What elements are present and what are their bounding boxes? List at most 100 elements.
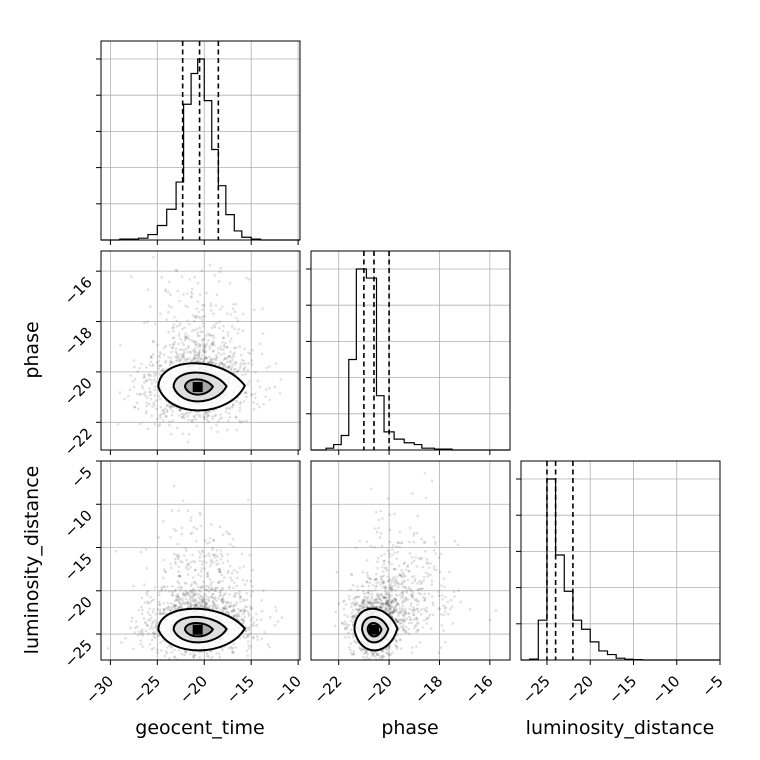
- histogram-luminosity_distance: [521, 478, 720, 661]
- scatter-point: [377, 594, 381, 598]
- scatter-point: [168, 363, 172, 367]
- scatter-point: [376, 653, 379, 657]
- scatter-point: [385, 586, 388, 590]
- scatter-point: [188, 411, 191, 415]
- scatter-point: [218, 308, 222, 311]
- scatter-point: [123, 397, 126, 401]
- panel-frame: [100, 40, 301, 241]
- scatter-point: [357, 595, 360, 599]
- scatter-point: [418, 641, 422, 644]
- scatter-point: [167, 644, 171, 647]
- scatter-point: [224, 604, 228, 607]
- scatter-point: [174, 588, 178, 592]
- scatter-point: [352, 614, 355, 618]
- scatter-point: [232, 615, 236, 619]
- scatter-point: [400, 541, 404, 545]
- scatter-point: [172, 315, 176, 319]
- scatter-point: [150, 382, 154, 385]
- scatter-point: [138, 393, 142, 396]
- scatter-point: [385, 648, 389, 652]
- scatter-point: [377, 526, 380, 530]
- scatter-point: [425, 610, 429, 613]
- scatter-point: [177, 334, 181, 338]
- scatter-point: [229, 359, 232, 363]
- scatter-point: [179, 585, 183, 588]
- scatter-point: [223, 606, 226, 609]
- scatter-point: [224, 356, 227, 360]
- scatter-point: [275, 609, 278, 612]
- scatter-point: [234, 302, 238, 306]
- scatter-point: [238, 366, 242, 370]
- scatter-point: [415, 645, 418, 648]
- scatter-point: [173, 648, 176, 652]
- scatter-point: [184, 336, 188, 340]
- scatter-point: [163, 569, 167, 573]
- scatter-point: [215, 358, 218, 362]
- scatter-point: [172, 329, 175, 333]
- scatter-point: [369, 487, 373, 491]
- scatter-point: [179, 337, 183, 341]
- scatter-point: [226, 571, 230, 575]
- scatter-point: [189, 290, 193, 294]
- scatter-point: [146, 427, 150, 431]
- scatter-point: [365, 605, 369, 609]
- scatter-point: [233, 360, 237, 364]
- scatter-point: [201, 584, 204, 588]
- scatter-point: [396, 601, 400, 605]
- scatter-point: [412, 574, 416, 578]
- scatter-point: [262, 589, 265, 592]
- scatter-point: [214, 596, 217, 599]
- scatter-point: [362, 598, 365, 602]
- scatter-point: [229, 543, 232, 546]
- scatter-point: [176, 580, 180, 583]
- scatter-point: [242, 565, 246, 568]
- scatter-point: [363, 603, 367, 606]
- scatter-point: [198, 559, 202, 563]
- scatter-point: [162, 585, 165, 588]
- scatter-point: [394, 598, 398, 602]
- scatter-point: [171, 591, 175, 594]
- scatter-point: [241, 362, 245, 366]
- scatter-point: [171, 336, 175, 340]
- scatter-point: [213, 414, 217, 418]
- scatter-point: [214, 587, 217, 590]
- scatter-point: [261, 307, 264, 311]
- scatter-point: [219, 413, 222, 416]
- scatter-point: [163, 608, 166, 612]
- scatter-point: [156, 417, 159, 420]
- scatter-point: [177, 565, 181, 569]
- scatter-point: [350, 611, 353, 615]
- scatter-point: [409, 588, 413, 591]
- scatter-point: [188, 597, 192, 601]
- scatter-point: [171, 419, 175, 423]
- scatter-point: [172, 361, 175, 364]
- scatter-point: [376, 592, 379, 596]
- scatter-point: [209, 358, 213, 361]
- scatter-point: [166, 608, 170, 611]
- scatter-point: [373, 601, 377, 605]
- scatter-point: [212, 602, 216, 606]
- scatter-point: [169, 608, 173, 612]
- scatter-point: [199, 357, 203, 361]
- scatter-point: [356, 595, 360, 599]
- scatter-point: [199, 552, 202, 556]
- scatter-point: [215, 293, 219, 297]
- scatter-point: [379, 575, 382, 579]
- contour-line: [157, 607, 247, 652]
- scatter-point: [151, 353, 155, 356]
- scatter-point: [383, 590, 387, 593]
- scatter-point: [204, 601, 208, 605]
- scatter-point: [255, 618, 259, 622]
- scatter-point: [368, 581, 372, 584]
- scatter-point: [173, 552, 176, 556]
- scatter-point: [192, 328, 196, 332]
- scatter-point: [149, 390, 153, 394]
- scatter-point: [228, 365, 231, 369]
- scatter-point: [394, 589, 398, 592]
- scatter-point: [246, 610, 250, 613]
- scatter-point: [233, 595, 237, 598]
- scatter-point: [191, 292, 194, 296]
- scatter-point: [158, 603, 162, 606]
- scatter-point: [401, 598, 405, 602]
- scatter-point: [350, 615, 353, 619]
